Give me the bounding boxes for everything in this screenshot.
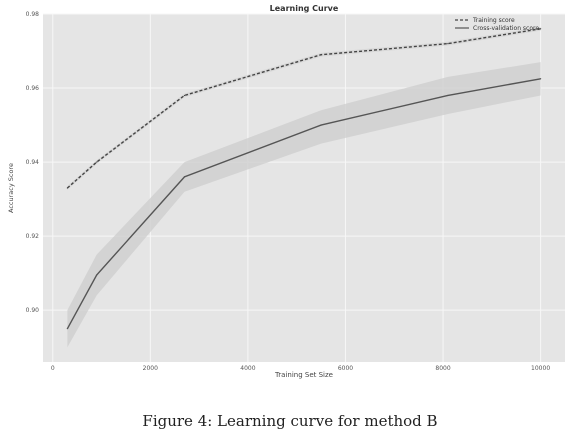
x-axis-ticks: 0 2000 4000 6000 8000 10000 [51,365,550,372]
series-point [320,54,322,56]
series-point [320,124,322,126]
legend-label: Cross-validation score [473,25,539,32]
x-tick-label: 4000 [240,365,255,372]
y-tick-label: 0.92 [26,233,40,240]
y-tick-label: 0.98 [26,11,40,18]
chart-title: Learning Curve [270,4,339,13]
y-axis-label: Accuracy Score [7,163,15,213]
series-point [183,94,186,97]
series-point [447,43,449,45]
series-point [66,187,68,189]
series-band [67,26,541,190]
series-band [67,62,541,348]
x-axis-label: Training Set Size [274,371,333,379]
x-tick-label: 0 [51,365,55,372]
plot-background [43,14,565,362]
series-point [447,94,449,97]
x-tick-label: 6000 [338,365,353,372]
x-tick-label: 8000 [435,365,450,372]
learning-curve-chart: 0 2000 4000 6000 8000 10000 0.900.920.940.960… [7,4,565,379]
series-lines [66,28,542,330]
confidence-bands [67,26,541,348]
series-point [183,176,186,178]
y-axis-ticks: 0.90 0.92 0.94 0.96 0.98 [26,11,40,314]
x-tick-label: 10000 [531,365,550,372]
series-point [66,328,68,330]
series-point [540,28,542,30]
figure-caption: Figure 4: Learning curve for method B [142,412,438,430]
cross-validation-score-line [66,78,541,330]
y-tick-label: 0.90 [26,307,40,314]
y-tick-label: 0.94 [26,159,40,166]
series-point [96,161,98,163]
x-tick-label: 2000 [143,365,158,372]
series-point [96,274,98,276]
y-tick-label: 0.96 [26,85,40,92]
training-score-line [66,28,541,189]
legend-label: Training score [472,17,515,24]
series-point [540,78,542,80]
